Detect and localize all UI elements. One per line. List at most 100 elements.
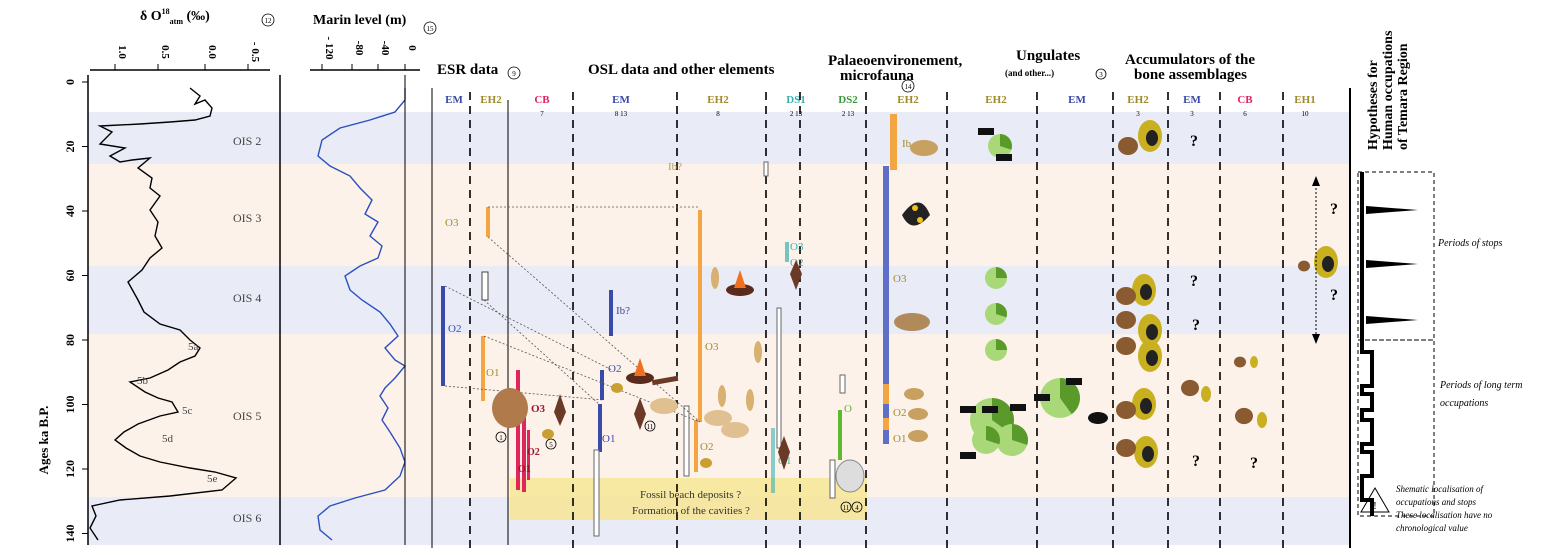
carnivore-icon bbox=[1118, 137, 1138, 155]
age-tick-label: 80 bbox=[63, 334, 77, 346]
delta-tick-label: 0.5 bbox=[159, 45, 171, 59]
predator-spots-icon bbox=[1146, 130, 1158, 146]
ungulate-silhouette-icon bbox=[960, 452, 976, 459]
age-tick-label: 20 bbox=[63, 141, 77, 153]
palaeo-ref: 14 bbox=[905, 83, 913, 91]
svg-text:11: 11 bbox=[647, 423, 654, 431]
age-axis: Ages ka B.P. 0 20 40 60 80 100 120 140 bbox=[36, 75, 89, 545]
accumulators: ??????? bbox=[1116, 120, 1338, 472]
age-ticks: 0 20 40 60 80 100 120 140 bbox=[63, 79, 88, 543]
delta-ref: 12 bbox=[265, 17, 273, 25]
ungulates-ref: 3 bbox=[1099, 71, 1103, 79]
question-mark: ? bbox=[1250, 455, 1258, 472]
svg-text:O3: O3 bbox=[445, 217, 459, 229]
svg-text:4: 4 bbox=[855, 504, 859, 512]
periods-long: Periods of long term bbox=[1439, 380, 1523, 391]
marine-title: Marin level (m) bbox=[313, 13, 407, 28]
age-tick-label: 0 bbox=[63, 79, 77, 85]
column-header: EM bbox=[612, 94, 630, 106]
column-header: EH2 bbox=[1127, 94, 1149, 106]
ungulate-silhouette-icon bbox=[960, 406, 976, 413]
predator-spots-icon bbox=[1140, 398, 1152, 414]
skull-icon bbox=[835, 459, 865, 493]
column-header: DS2 bbox=[838, 94, 858, 106]
tortoise-icon bbox=[1088, 412, 1108, 424]
delta-tick-label: 1.0 bbox=[116, 45, 128, 59]
warning-2: occupations and stops bbox=[1396, 497, 1476, 507]
marine-tick-label: -80 bbox=[353, 41, 365, 56]
carnivore-icon bbox=[1116, 287, 1136, 305]
grain-icon bbox=[718, 385, 726, 407]
age-tick-label: 100 bbox=[63, 396, 77, 414]
warning-icon bbox=[1360, 487, 1390, 513]
delta-tick-label: 0.0 bbox=[206, 45, 218, 59]
column-ref: 8 bbox=[716, 110, 720, 118]
age-tick-label: 120 bbox=[63, 460, 77, 478]
substage-label: 5a bbox=[188, 341, 199, 353]
ungulate-silhouette-icon bbox=[1034, 394, 1050, 401]
delta-axis: δ O18atm (‰) 12 1.0 0.5 0.0 - 0.5 bbox=[90, 7, 275, 71]
ungulate-silhouette-icon bbox=[978, 128, 994, 135]
marine-tick-label: 0 bbox=[406, 45, 418, 51]
fire-icon bbox=[726, 270, 754, 296]
ungulate-pie-slice bbox=[986, 426, 1001, 445]
column-ref: 3 bbox=[1190, 110, 1194, 118]
ois-label: OIS 4 bbox=[233, 291, 261, 305]
ois-label: OIS 2 bbox=[233, 134, 261, 148]
palaeo-header-1: Palaeoenvironement, bbox=[828, 53, 963, 69]
svg-text:O3: O3 bbox=[790, 241, 804, 253]
column-header: EM bbox=[1183, 94, 1201, 106]
yellow-box bbox=[510, 478, 867, 520]
salamander-icon bbox=[902, 202, 930, 226]
esr-header: ESR data bbox=[437, 62, 499, 78]
marine-axis: Marin level (m) 15 - 120 -80 -40 0 bbox=[310, 13, 437, 71]
svg-text:O1: O1 bbox=[518, 464, 531, 475]
section-headers: ESR data 9 OSL data and other elements P… bbox=[437, 30, 1411, 150]
age-axis-label: Ages ka B.P. bbox=[36, 406, 51, 475]
ois-label: OIS 5 bbox=[233, 409, 261, 423]
svg-text:O2: O2 bbox=[448, 323, 461, 335]
carnivore-icon bbox=[1234, 356, 1246, 368]
periods-long-2: occupations bbox=[1440, 398, 1488, 409]
svg-text:5: 5 bbox=[549, 441, 553, 449]
svg-text:O1: O1 bbox=[893, 433, 906, 445]
column-headers: EM EH2 CB 7 EM 8 13 EH2 8 DS1 2 13 DS2 2 13 EH2 EH2 EM… bbox=[445, 94, 1316, 118]
rodent-icon bbox=[904, 388, 924, 400]
column-header: EH2 bbox=[985, 94, 1007, 106]
fire-icon bbox=[626, 358, 654, 384]
ungulate-pie-slice bbox=[996, 267, 1007, 278]
shell-icon bbox=[542, 429, 554, 439]
warning-4: chronological value bbox=[1396, 523, 1468, 533]
column-header: EM bbox=[1068, 94, 1086, 106]
delta-tick-label: - 0.5 bbox=[249, 42, 261, 63]
hypotheses: Periods of stops Periods of long term oc… bbox=[1357, 171, 1523, 533]
skull-icon bbox=[492, 388, 528, 428]
substage-label: 5d bbox=[162, 433, 174, 445]
ungulate-silhouette-icon bbox=[982, 406, 998, 413]
cavities-note: Formation of the cavities ? bbox=[632, 505, 750, 517]
carnivore-icon bbox=[1298, 260, 1310, 272]
warning-symbol: ! bbox=[1373, 500, 1377, 512]
age-tick-label: 60 bbox=[63, 270, 77, 282]
svg-text:O3: O3 bbox=[531, 403, 546, 415]
svg-text:O2: O2 bbox=[893, 407, 906, 419]
svg-text:Ib?: Ib? bbox=[668, 161, 682, 173]
svg-text:11: 11 bbox=[843, 504, 850, 512]
predator-icon bbox=[1257, 412, 1267, 428]
svg-text:O2: O2 bbox=[527, 447, 540, 458]
grain-icon bbox=[754, 341, 762, 363]
carnivore-icon bbox=[1181, 379, 1199, 397]
ungulate-silhouette-icon bbox=[1010, 404, 1026, 411]
column-header: EH2 bbox=[707, 94, 729, 106]
delta-title: δ O18atm (‰) bbox=[140, 7, 210, 26]
question-mark: ? bbox=[1190, 273, 1198, 290]
rodent-icon bbox=[910, 140, 938, 156]
delta-o18-curve bbox=[89, 87, 238, 541]
hyp-header-2: Human occupations bbox=[1381, 30, 1396, 150]
svg-text:1: 1 bbox=[499, 434, 503, 442]
rodent-icon bbox=[908, 430, 928, 442]
predator-spots-icon bbox=[1322, 256, 1334, 272]
svg-text:O1: O1 bbox=[486, 367, 499, 379]
esr-bars: O2 O3 O1 O3 O2 O1 bbox=[441, 207, 546, 492]
